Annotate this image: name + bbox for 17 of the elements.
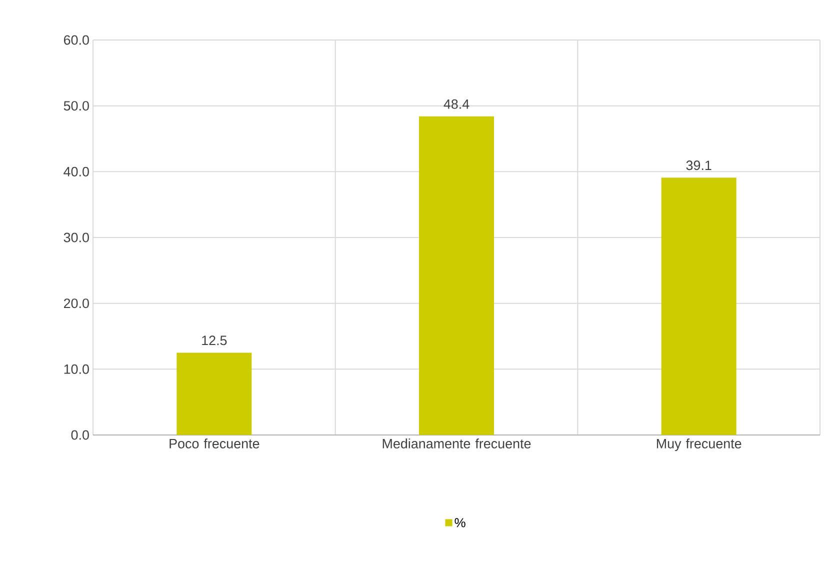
y-tick-label: 0.0 bbox=[71, 430, 89, 440]
y-tick-label: 30.0 bbox=[64, 232, 89, 242]
legend-label: % bbox=[454, 518, 466, 528]
x-tick-label: Muy frecuente bbox=[656, 438, 742, 452]
x-tick-label: Medianamente frecuente bbox=[382, 438, 531, 448]
y-tick-label: 40.0 bbox=[64, 166, 89, 176]
y-tick-label: 50.0 bbox=[64, 101, 89, 111]
bar bbox=[661, 178, 736, 435]
bar bbox=[419, 116, 494, 435]
data-label: 12.5 bbox=[202, 336, 227, 346]
data-label: 39.1 bbox=[686, 160, 712, 170]
data-label: 48.4 bbox=[444, 99, 470, 109]
y-tick-label: 60.0 bbox=[64, 35, 89, 45]
bar bbox=[176, 352, 252, 435]
x-tick-label: Poco frecuente bbox=[170, 438, 260, 448]
y-tick-label: 10.0 bbox=[64, 364, 89, 374]
y-tick-label: 20.0 bbox=[64, 298, 89, 308]
